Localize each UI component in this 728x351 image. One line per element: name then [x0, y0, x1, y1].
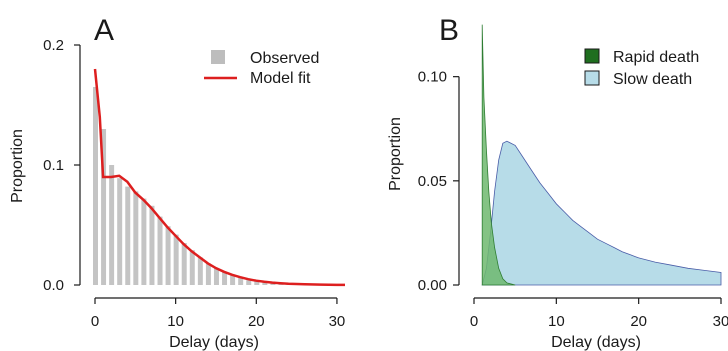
rapid-death-area [481, 24, 516, 286]
observed-bar [117, 178, 123, 285]
observed-bar [93, 87, 98, 285]
legend-slow-death-label: Slow death [613, 71, 692, 88]
panel-b-letter: B [439, 14, 459, 47]
legend-model-fit-label: Model fit [250, 70, 311, 87]
legend-slow-death-swatch [584, 70, 600, 86]
x-tick-label: 20 [630, 313, 647, 330]
legend-rapid-death-label: Rapid death [613, 49, 699, 66]
y-tick-label: 0.2 [43, 37, 64, 54]
panel-a-legend: Observed Model fit [204, 50, 319, 87]
observed-bar [157, 216, 163, 285]
x-tick-label: 30 [713, 313, 728, 330]
observed-bar [238, 277, 244, 285]
y-tick-label: 0.0 [43, 277, 64, 294]
panel-b-legend: Rapid death Slow death [584, 48, 699, 88]
x-tick-label: 30 [329, 313, 346, 330]
observed-bar [270, 283, 276, 285]
x-tick-label: 20 [248, 313, 265, 330]
observed-bar [230, 275, 236, 285]
y-tick-label: 0.1 [43, 157, 64, 174]
observed-bar [149, 205, 155, 285]
observed-bar [246, 280, 252, 285]
observed-bar [222, 271, 228, 285]
observed-bar [101, 129, 107, 285]
panel-a: 0 10 20 30 0.0 0.1 0.2 A Proportion Delay (day… [9, 14, 345, 351]
observed-bar [189, 250, 195, 285]
observed-bar [262, 282, 268, 285]
panel-a-axes: 0 10 20 30 0.0 0.1 0.2 [43, 37, 345, 330]
observed-bar [205, 263, 211, 285]
legend-observed-swatch [211, 50, 225, 64]
observed-bar [213, 268, 219, 285]
panel-a-letter: A [94, 14, 114, 47]
model-fit-line [93, 68, 345, 287]
observed-bar [141, 198, 147, 285]
panel-b-axes: 0 10 20 30 0.00 0.05 0.10 [418, 69, 728, 330]
observed-bar [109, 165, 115, 285]
observed-bar [173, 234, 179, 285]
observed-bar [133, 191, 139, 285]
panel-b-y-axis-label: Proportion [387, 117, 404, 191]
x-tick-label: 0 [470, 313, 478, 330]
panel-a-x-axis-label: Delay (days) [169, 334, 259, 351]
legend-observed-label: Observed [250, 50, 319, 67]
observed-bar [254, 281, 260, 285]
observed-bar [197, 257, 203, 285]
observed-bar [165, 226, 171, 285]
legend-rapid-death-swatch [584, 48, 600, 64]
x-tick-label: 10 [167, 313, 184, 330]
panel-b-x-axis-label: Delay (days) [551, 334, 641, 351]
slow-death-area [481, 140, 722, 286]
panel-a-y-axis-label: Proportion [9, 129, 26, 203]
x-tick-label: 0 [91, 313, 99, 330]
observed-bars [93, 87, 340, 285]
y-tick-label: 0.05 [418, 173, 447, 190]
y-tick-label: 0.00 [418, 277, 447, 294]
observed-bar [181, 243, 187, 285]
x-tick-label: 10 [548, 313, 565, 330]
panel-b: 0 10 20 30 0.00 0.05 0.10 B Proportion Delay (… [387, 14, 728, 351]
observed-bar [125, 186, 131, 285]
y-tick-label: 0.10 [418, 69, 447, 86]
